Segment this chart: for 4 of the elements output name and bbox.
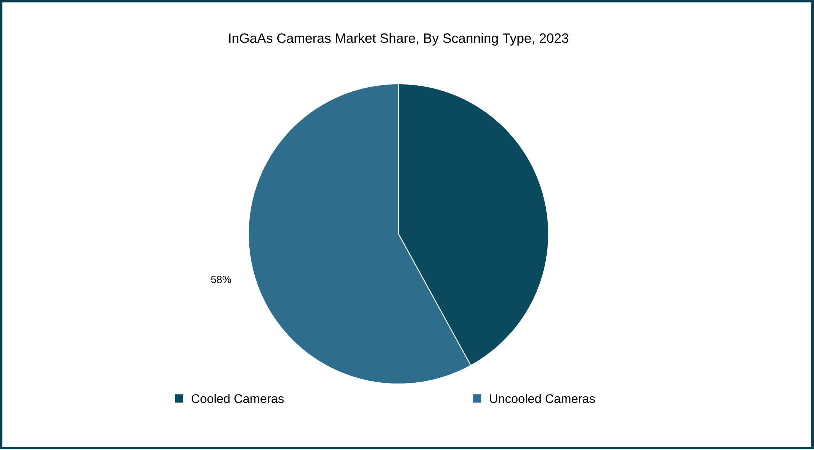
data-label: 58% (211, 276, 232, 284)
legend-label: Cooled Cameras (192, 394, 284, 404)
chart-title: InGaAs Cameras Market Share, By Scanning Type, 2023 (229, 33, 569, 46)
legend-label: Uncooled Cameras (490, 394, 596, 404)
